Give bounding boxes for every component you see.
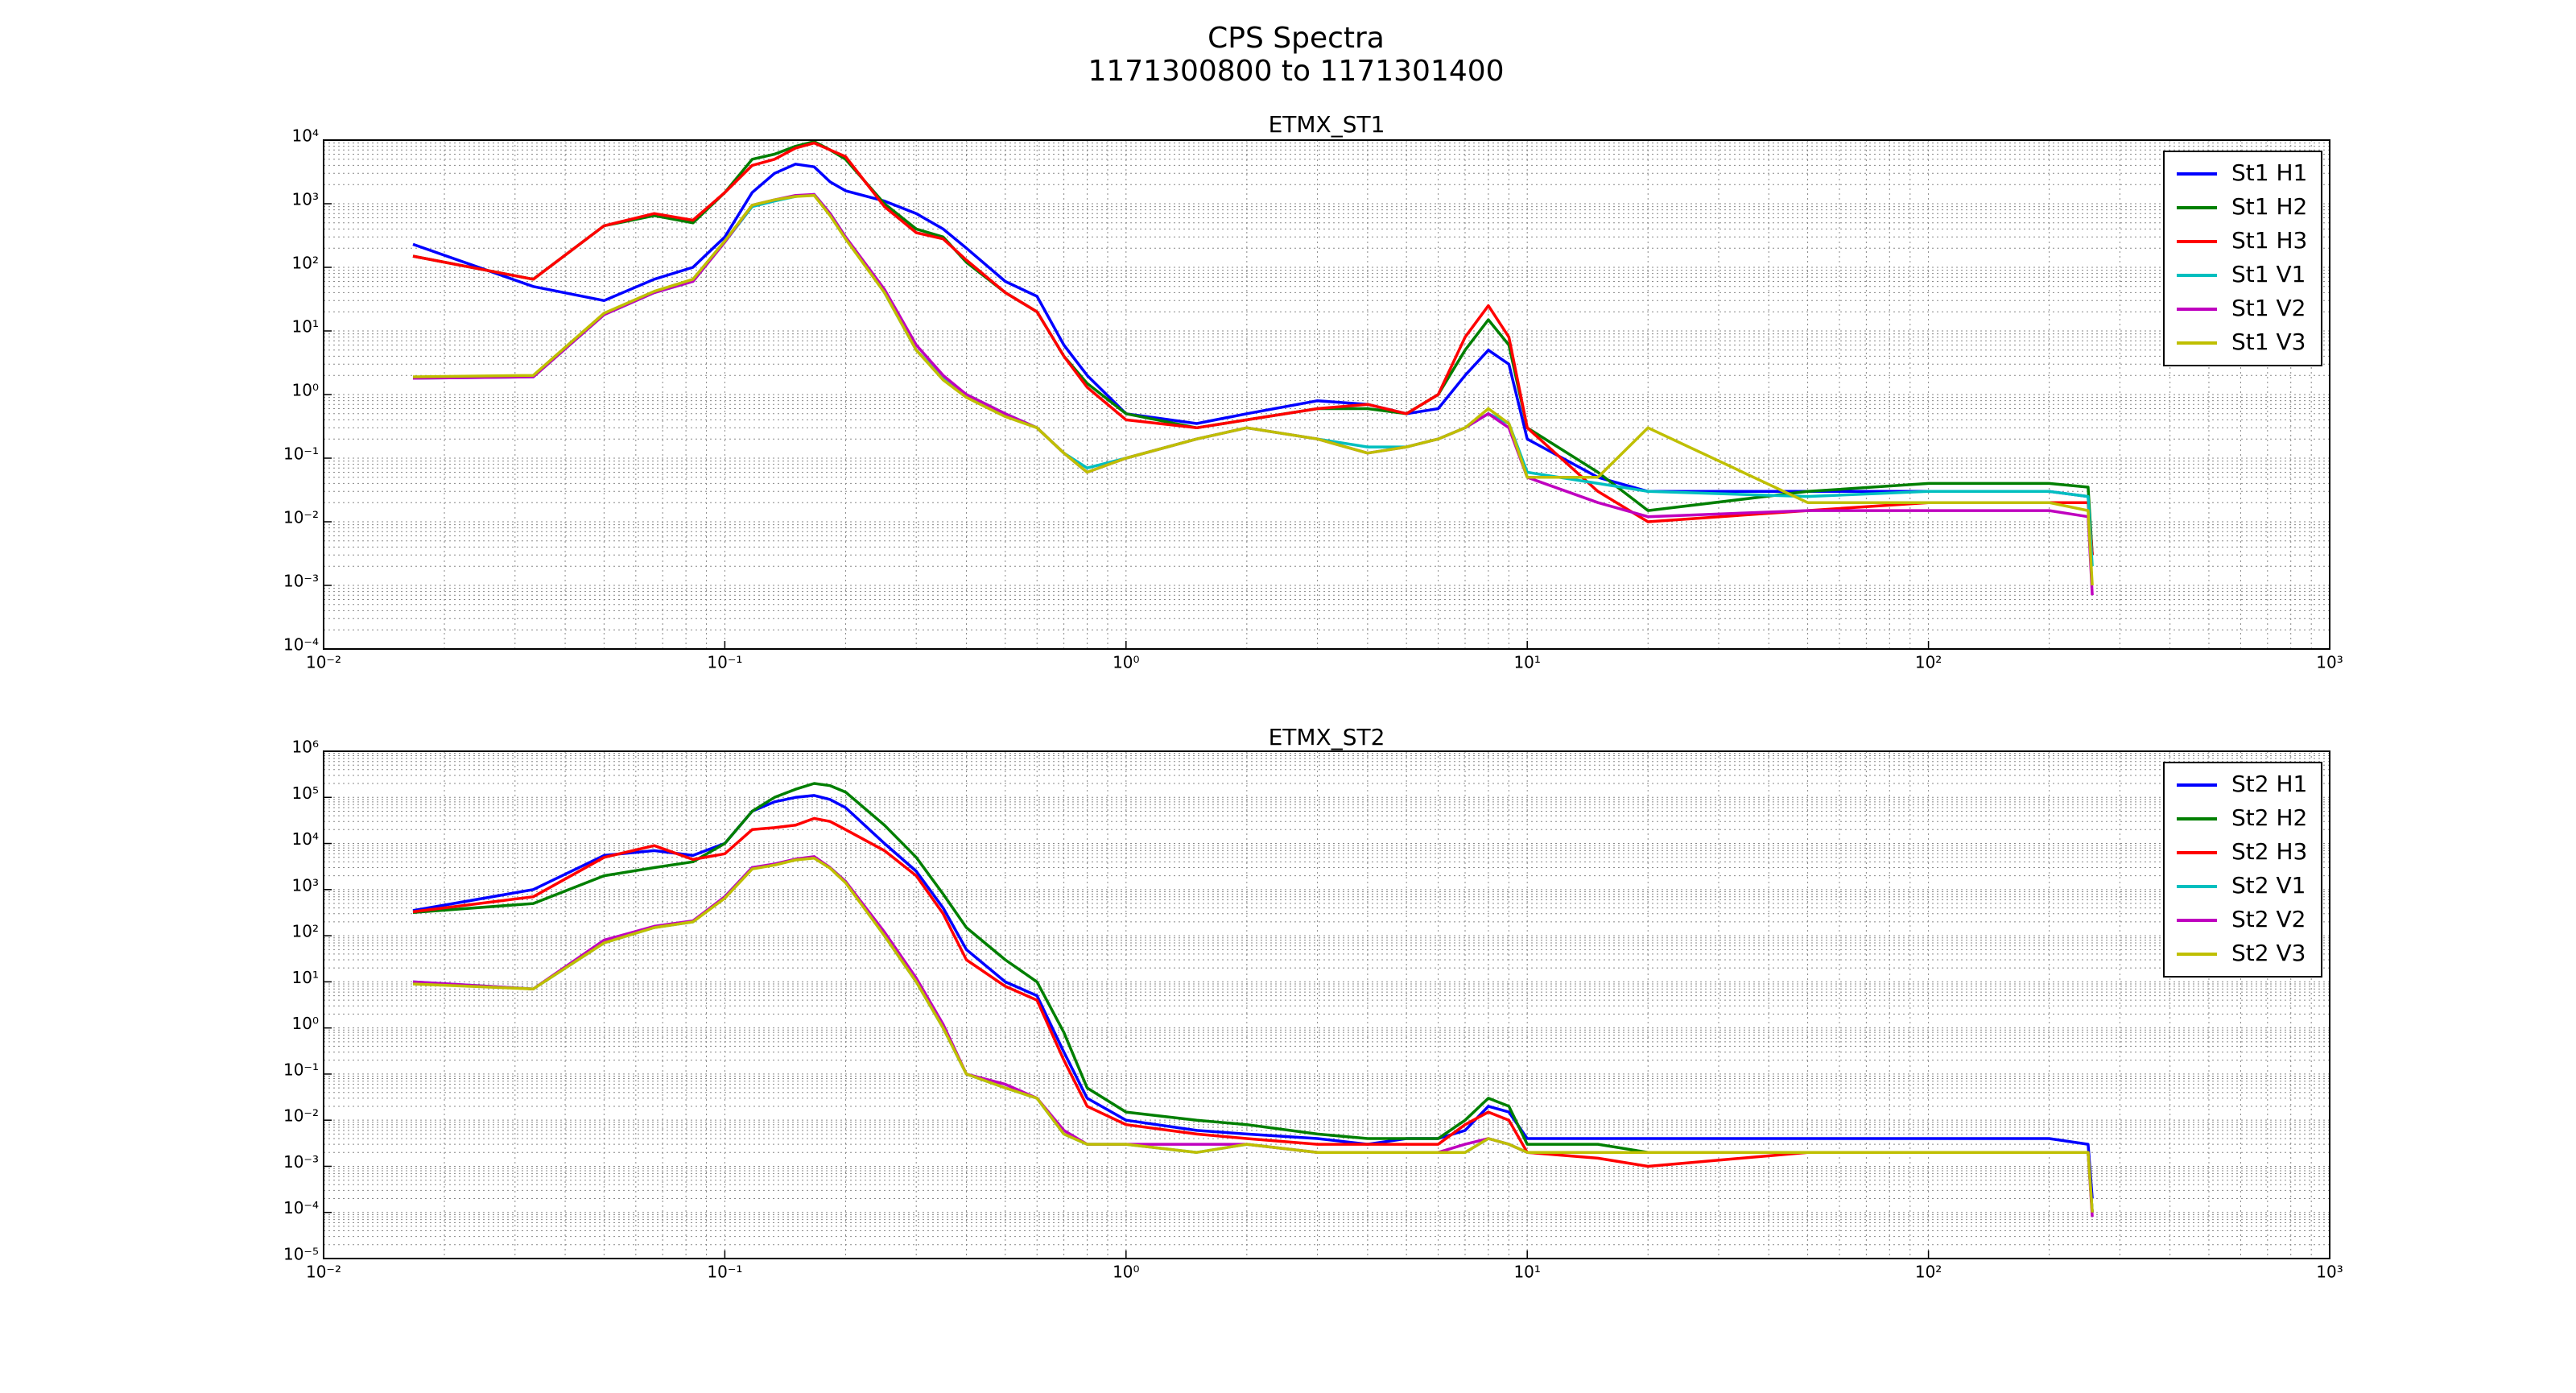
series-line (412, 816, 2094, 1213)
x-tick-label: 10¹ (1513, 1263, 1540, 1282)
legend-label: St2 V2 (2231, 906, 2306, 932)
x-tick-label: 10³ (2316, 653, 2343, 672)
y-tick-label: 10⁻² (283, 508, 319, 527)
figure-subtitle: 1171300800 to 1171301400 (1088, 55, 1504, 88)
y-tick-label: 10⁴ (292, 829, 319, 849)
x-tick-label: 10³ (2316, 1263, 2343, 1282)
legend-label: St1 H1 (2231, 159, 2307, 186)
series-line (412, 782, 2094, 1213)
y-tick-label: 10⁻¹ (283, 444, 319, 464)
legend-label: St2 H1 (2231, 771, 2307, 797)
legend-box (2163, 151, 2322, 366)
y-tick-label: 10⁻⁴ (283, 1198, 319, 1217)
y-tick-label: 10⁴ (292, 126, 319, 146)
legend-label: St1 H2 (2231, 193, 2307, 220)
legend-label: St2 H2 (2231, 804, 2307, 831)
y-tick-label: 10² (292, 254, 319, 273)
y-tick-label: 10⁰ (292, 381, 319, 400)
legend-label: St2 H3 (2231, 838, 2307, 865)
series-line (412, 193, 2094, 586)
x-tick-label: 10⁰ (1113, 653, 1139, 672)
x-tick-label: 10⁰ (1113, 1263, 1139, 1282)
y-tick-label: 10⁻⁵ (283, 1245, 319, 1264)
series-line (412, 163, 2094, 556)
chart-title: ETMX_ST1 (1269, 111, 1385, 138)
y-tick-label: 10² (292, 922, 319, 941)
legend-label: St1 V2 (2231, 295, 2306, 321)
chart-title: ETMX_ST2 (1269, 724, 1385, 750)
x-tick-label: 10⁻² (306, 1263, 341, 1282)
y-tick-label: 10⁻¹ (283, 1060, 319, 1079)
y-tick-label: 10³ (292, 190, 319, 209)
axes-frame (323, 750, 2330, 1259)
y-tick-label: 10³ (292, 875, 319, 895)
legend-label: St2 V1 (2231, 872, 2306, 899)
y-tick-label: 10⁰ (292, 1014, 319, 1033)
x-tick-label: 10⁻¹ (707, 653, 742, 672)
y-tick-label: 10¹ (292, 968, 319, 987)
legend-label: St1 H3 (2231, 227, 2307, 254)
x-tick-label: 10⁻² (306, 653, 341, 672)
x-tick-label: 10² (1915, 1263, 1942, 1282)
legend-label: St2 V3 (2231, 940, 2306, 966)
x-tick-label: 10¹ (1513, 653, 1540, 672)
y-tick-label: 10¹ (292, 317, 319, 337)
y-tick-label: 10⁻³ (283, 1152, 319, 1172)
legend-label: St1 V1 (2231, 261, 2306, 287)
legend-label: St1 V3 (2231, 329, 2306, 355)
x-tick-label: 10⁻¹ (707, 1263, 742, 1282)
legend-box (2163, 762, 2322, 978)
y-tick-label: 10⁻² (283, 1106, 319, 1126)
series-line (412, 857, 2094, 1213)
figure-title: CPS Spectra (1208, 22, 1385, 55)
y-tick-label: 10⁶ (292, 738, 319, 757)
x-tick-label: 10² (1915, 653, 1942, 672)
axes-frame (323, 139, 2330, 650)
y-tick-label: 10⁻³ (283, 572, 319, 591)
y-tick-label: 10⁵ (292, 783, 319, 803)
y-tick-label: 10⁻⁴ (283, 635, 319, 655)
